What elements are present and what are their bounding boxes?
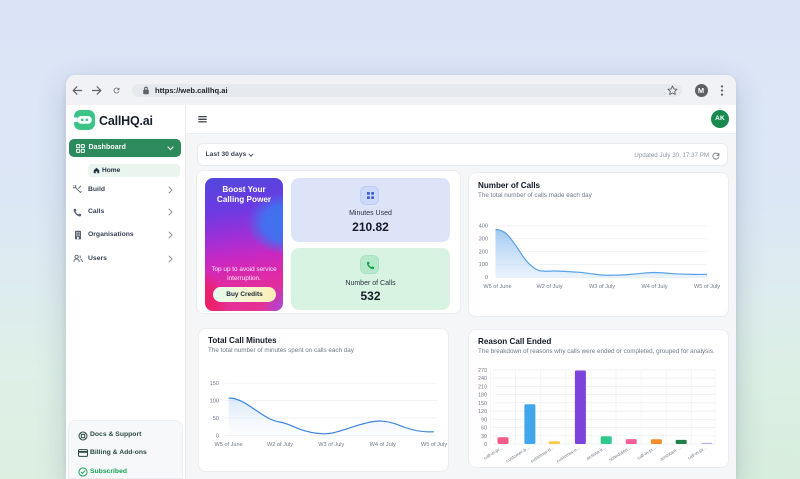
- svg-text:0: 0: [216, 433, 219, 439]
- svg-text:100: 100: [210, 398, 219, 404]
- svg-text:W2 of July: W2 of July: [267, 442, 293, 448]
- svg-text:W3 of July: W3 of July: [589, 284, 615, 290]
- svg-text:90: 90: [481, 417, 487, 423]
- svg-text:call-in-pr...: call-in-pr...: [636, 445, 657, 460]
- svg-text:0: 0: [485, 275, 488, 281]
- svg-text:120: 120: [478, 409, 487, 415]
- svg-text:W3 of July: W3 of July: [318, 442, 344, 448]
- svg-text:assista-it...: assista-it...: [585, 445, 606, 461]
- svg-text:180: 180: [478, 392, 487, 398]
- svg-text:W5 of July: W5 of July: [421, 442, 447, 448]
- svg-text:400: 400: [479, 223, 488, 229]
- svg-text:210: 210: [478, 384, 487, 390]
- svg-text:W5 of June: W5 of June: [214, 442, 242, 448]
- svg-text:customer-e...: customer-e...: [556, 445, 581, 463]
- svg-text:60: 60: [481, 425, 487, 431]
- svg-text:30: 30: [481, 433, 487, 439]
- svg-text:300: 300: [479, 236, 488, 242]
- svg-text:150: 150: [478, 400, 487, 406]
- svg-text:270: 270: [478, 368, 487, 374]
- svg-text:customer-d...: customer-d...: [530, 445, 555, 463]
- svg-text:call-in-pr...: call-in-pr...: [687, 445, 708, 460]
- svg-text:W4 of July: W4 of July: [641, 284, 667, 290]
- svg-text:W4 of July: W4 of July: [370, 442, 396, 448]
- svg-text:240: 240: [478, 376, 487, 382]
- svg-text:100: 100: [479, 262, 488, 268]
- svg-text:50: 50: [213, 416, 219, 422]
- svg-text:assistant-...: assistant-...: [659, 445, 682, 462]
- svg-text:W2 of July: W2 of July: [536, 284, 562, 290]
- svg-text:customer-b...: customer-b...: [505, 445, 530, 463]
- svg-text:200: 200: [479, 249, 488, 255]
- svg-text:W5 of June: W5 of June: [483, 284, 511, 290]
- svg-text:150: 150: [210, 381, 219, 387]
- svg-text:scheduled...: scheduled...: [608, 445, 632, 462]
- svg-text:W5 of July: W5 of July: [694, 284, 720, 290]
- svg-text:0: 0: [484, 442, 487, 448]
